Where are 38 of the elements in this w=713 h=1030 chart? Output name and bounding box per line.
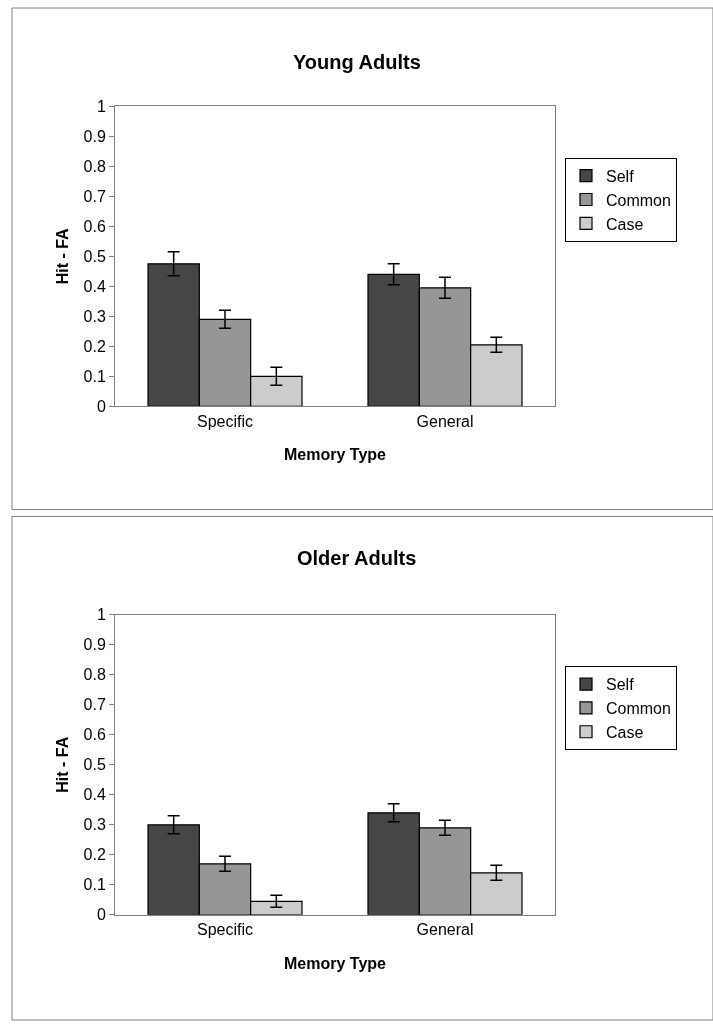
legend-label: Common — [606, 700, 671, 718]
y-tick-label: 0 — [96, 906, 106, 924]
y-tick-label: 0.9 — [83, 127, 106, 145]
y-tick-label: 0.3 — [83, 307, 106, 325]
legend-label: Case — [606, 723, 644, 741]
y-tick-label: 0.3 — [83, 816, 106, 834]
y-tick-label: 0.2 — [83, 846, 106, 864]
y-tick-label: 0.1 — [83, 367, 106, 385]
y-tick-label: 1 — [96, 606, 106, 624]
x-tick-label: General — [416, 412, 474, 430]
x-tick-label: Specific — [196, 920, 254, 938]
y-tick-label: 0.5 — [83, 756, 106, 774]
y-tick-label: 0.6 — [83, 217, 106, 235]
legend-label: Self — [606, 676, 635, 694]
x-axis-title: Memory Type — [284, 954, 387, 972]
x-tick-label: General — [416, 920, 474, 938]
legend-label: Common — [606, 191, 671, 209]
legend-label: Self — [606, 167, 635, 185]
y-tick-label: 0.7 — [83, 187, 106, 205]
y-tick-label: 0.6 — [83, 726, 106, 744]
y-tick-label: 0.4 — [83, 277, 106, 295]
y-tick-label: 0.1 — [83, 876, 106, 894]
y-axis-title: Hit - FA — [54, 736, 72, 793]
legend-label: Case — [606, 215, 644, 233]
y-tick-label: 0.8 — [83, 157, 106, 175]
chart-title: Young Adults — [293, 51, 421, 73]
x-tick-label: Specific — [196, 412, 254, 430]
y-tick-label: 0.5 — [83, 247, 106, 265]
y-tick-label: 0.4 — [83, 786, 106, 804]
y-tick-label: 1 — [96, 97, 106, 115]
y-tick-label: 0.7 — [83, 696, 106, 714]
chart-title: Older Adults — [297, 547, 417, 569]
y-axis-title: Hit - FA — [54, 227, 72, 285]
y-tick-label: 0.8 — [83, 666, 106, 684]
y-tick-label: 0.9 — [83, 636, 106, 654]
y-tick-label: 0 — [96, 397, 106, 415]
x-axis-title: Memory Type — [284, 446, 387, 464]
y-tick-label: 0.2 — [83, 337, 106, 355]
